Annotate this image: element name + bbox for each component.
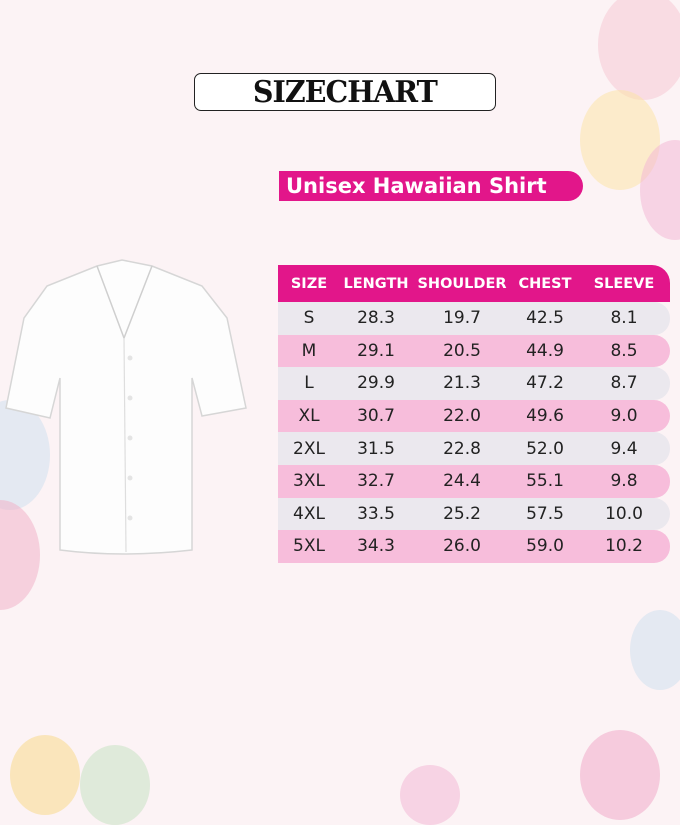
table-row: M 29.1 20.5 44.9 8.5	[278, 334, 670, 368]
table-cell: 10.2	[605, 536, 643, 557]
table-cell: 29.1	[357, 340, 395, 361]
header-shoulder: SHOULDER	[417, 275, 507, 292]
table-cell: M	[301, 340, 317, 361]
table-row: 3XL 32.7 24.4 55.1 9.8	[278, 464, 670, 498]
header-chest: CHEST	[518, 275, 572, 292]
table-row: 5XL 34.3 26.0 59.0 10.2	[278, 530, 670, 563]
table-cell: 10.0	[605, 503, 643, 524]
table-row: L 29.9 21.3 47.2 8.7	[278, 367, 670, 400]
table-cell: L	[304, 373, 314, 394]
table-cell: 24.4	[443, 471, 481, 492]
table-cell: 47.2	[526, 373, 564, 394]
table-header: SIZE LENGTH SHOULDER CHEST SLEEVE	[278, 265, 670, 302]
table-cell: 33.5	[357, 503, 395, 524]
header-sleeve: SLEEVE	[593, 275, 655, 292]
table-row: S 28.3 19.7 42.5 8.1	[278, 302, 670, 335]
table-cell: 8.1	[610, 308, 638, 329]
table-cell: 5XL	[293, 536, 325, 557]
table-cell: 44.9	[526, 340, 564, 361]
table-cell: 42.5	[526, 308, 564, 329]
table-cell: 31.5	[357, 438, 395, 459]
table-cell: 49.6	[526, 406, 564, 427]
table-cell: 22.8	[443, 438, 481, 459]
table-cell: 8.7	[610, 373, 638, 394]
table-row: 4XL 33.5 25.2 57.5 10.0	[278, 497, 670, 531]
table-cell: 20.5	[443, 340, 481, 361]
table-cell: 57.5	[526, 503, 564, 524]
table-cell: 2XL	[293, 438, 325, 459]
table-cell: 8.5	[610, 340, 638, 361]
table-cell: 29.9	[357, 373, 395, 394]
size-table: SIZE LENGTH SHOULDER CHEST SLEEVE S 28.3 1…	[278, 265, 670, 563]
header-size: SIZE	[290, 275, 328, 292]
table-cell: 34.3	[357, 536, 395, 557]
table-row: 2XL 31.5 22.8 52.0 9.4	[278, 432, 670, 465]
table-cell: 32.7	[357, 471, 395, 492]
table-cell: 55.1	[526, 471, 564, 492]
table-cell: 9.4	[610, 438, 638, 459]
table-cell: 28.3	[357, 308, 395, 329]
table-cell: XL	[298, 406, 320, 427]
table-cell: 59.0	[526, 536, 564, 557]
table-cell: 3XL	[293, 471, 325, 492]
size-chart-title: SIZECHART	[194, 73, 496, 111]
table-row: XL 30.7 22.0 49.6 9.0	[278, 399, 670, 433]
table-cell: 30.7	[357, 406, 395, 427]
table-cell: 9.0	[610, 406, 638, 427]
shirt-image	[5, 259, 247, 555]
table-cell: S	[303, 308, 315, 329]
header-length: LENGTH	[343, 275, 409, 292]
table-cell: 52.0	[526, 438, 564, 459]
table-cell: 26.0	[443, 536, 481, 557]
table-cell: 22.0	[443, 406, 481, 427]
product-name-banner: Unisex Hawaiian Shirt	[279, 171, 583, 201]
table-cell: 21.3	[443, 373, 481, 394]
table-cell: 4XL	[293, 503, 325, 524]
table-cell: 25.2	[443, 503, 481, 524]
table-cell: 9.8	[610, 471, 638, 492]
table-cell: 19.7	[443, 308, 481, 329]
